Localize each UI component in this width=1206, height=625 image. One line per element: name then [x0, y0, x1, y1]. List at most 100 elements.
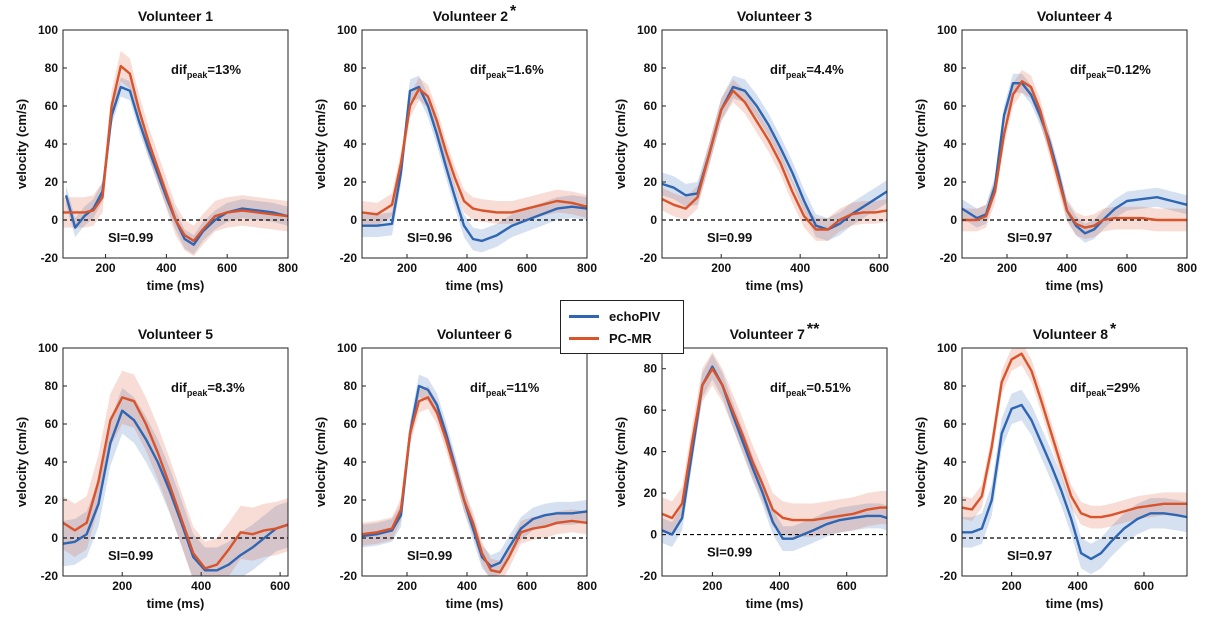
y-tick-label: 40	[644, 137, 658, 151]
chart-title: Volunteer 8 *	[1033, 321, 1117, 342]
chart-panel-3: -20 0 20 40 60 80 100 200 400 600 Volunteer 3 time …	[613, 8, 889, 293]
x-tick-label: 200	[96, 261, 116, 275]
series-line-pcmr	[63, 64, 288, 243]
y-tick-label: 60	[944, 99, 958, 113]
dif-label: dif	[770, 62, 787, 77]
x-axis-label: time (ms)	[147, 278, 205, 293]
chart-title-text: Volunteer 2	[433, 8, 508, 24]
plot-content	[362, 75, 587, 253]
chart-title-text: Volunteer 6	[437, 326, 512, 342]
y-tick-label: -20	[41, 569, 59, 583]
x-tick-label: 400	[1057, 261, 1077, 275]
x-tick-label: 600	[517, 261, 537, 275]
dif-value: =0.12%	[1106, 62, 1151, 77]
x-axis-label: time (ms)	[446, 278, 504, 293]
x-tick-label: 800	[577, 579, 597, 593]
x-tick-label: 400	[770, 579, 790, 593]
y-tick-label: 20	[344, 175, 358, 189]
chart-panel-8: -20 0 20 40 60 80 100 200 400 600 Volunteer 8 * time…	[913, 321, 1188, 611]
dif-peak-annotation: difpeak=8.3%	[171, 380, 245, 398]
y-axis-label: velocity (cm/s)	[313, 417, 328, 507]
dif-label: dif	[171, 62, 188, 77]
y-tick-label: 20	[644, 175, 658, 189]
x-axis-label: time (ms)	[147, 596, 205, 611]
legend-label-echopiv: echoPIV	[609, 308, 661, 324]
si-annotation: SI=0.99	[707, 545, 752, 560]
chart-panel-6: -20 0 20 40 60 80 100 200 400 600 800 Volunteer 6 ti…	[313, 326, 597, 611]
y-tick-label: 80	[944, 379, 958, 393]
y-tick-label: 0	[650, 528, 657, 542]
y-tick-label: 80	[944, 61, 958, 75]
series-line-pcmr	[362, 87, 587, 216]
y-tick-label: -20	[340, 251, 358, 265]
chart-title: Volunteer 6	[437, 326, 512, 342]
y-tick-label: 20	[944, 175, 958, 189]
x-tick-label: 600	[270, 579, 290, 593]
y-tick-label: 40	[45, 137, 59, 151]
chart-panel-7: -20 0 20 40 60 80 200 400 600 Volunteer 7 ** time (…	[613, 321, 888, 611]
y-tick-label: 60	[45, 99, 59, 113]
x-tick-label: 200	[711, 261, 731, 275]
plot-content	[63, 50, 288, 257]
y-tick-label: 100	[637, 23, 657, 37]
y-tick-label: -20	[340, 569, 358, 583]
band-echopiv	[962, 389, 1187, 575]
dif-peak-annotation: difpeak=4.4%	[770, 62, 844, 80]
x-tick-label: 800	[577, 261, 597, 275]
dif-subscript: peak	[486, 70, 508, 80]
band-pcmr	[662, 352, 887, 537]
y-tick-label: 80	[344, 61, 358, 75]
series-line-echopiv	[962, 403, 1187, 561]
dif-label: dif	[171, 380, 188, 395]
dif-subscript: peak	[486, 388, 508, 398]
chart-panel-1: -20 0 20 40 60 80 100 200 400 600 800 Volunteer 1 ti…	[14, 8, 298, 293]
y-tick-label: 0	[950, 531, 957, 545]
x-tick-label: 200	[112, 579, 132, 593]
legend-swatch-echopiv	[569, 314, 599, 318]
chart-title: Volunteer 3	[737, 8, 812, 24]
y-axis-label: velocity (cm/s)	[613, 417, 628, 507]
x-tick-label: 200	[997, 261, 1017, 275]
chart-panel-5: -20 0 20 40 60 80 100 200 400 600 Volunteer 5 time …	[14, 326, 290, 611]
y-tick-label: -20	[640, 569, 658, 583]
plot-content	[662, 352, 887, 552]
significance-marker: **	[807, 321, 820, 338]
y-tick-label: 100	[38, 23, 58, 37]
y-tick-label: -20	[41, 251, 59, 265]
y-tick-label: 0	[51, 213, 58, 227]
series-line-pcmr	[662, 89, 887, 231]
y-tick-label: 60	[344, 99, 358, 113]
significance-marker: *	[510, 3, 517, 20]
y-tick-label: 60	[644, 99, 658, 113]
y-tick-label: 80	[644, 362, 658, 376]
chart-title: Volunteer 2 *	[433, 3, 517, 24]
x-tick-label: 600	[1117, 261, 1137, 275]
chart-title-text: Volunteer 1	[138, 8, 213, 24]
y-tick-label: 60	[344, 417, 358, 431]
dif-peak-annotation: difpeak=11%	[470, 380, 540, 398]
dif-label: dif	[1070, 380, 1087, 395]
y-tick-label: 100	[337, 341, 357, 355]
chart-title-text: Volunteer 4	[1037, 8, 1112, 24]
y-tick-label: -20	[940, 569, 958, 583]
chart-panel-4: -20 0 20 40 60 80 100 200 400 600 800 Volunteer 4 ti…	[913, 8, 1197, 293]
legend: echoPIV PC-MR	[560, 300, 684, 354]
band-pcmr	[63, 50, 288, 257]
x-tick-label: 200	[397, 579, 417, 593]
dif-value: =4.4%	[806, 62, 844, 77]
dif-subscript: peak	[187, 388, 209, 398]
chart-title: Volunteer 5	[138, 326, 213, 342]
chart-title-text: Volunteer 3	[737, 8, 812, 24]
y-tick-label: 80	[644, 61, 658, 75]
si-annotation: SI=0.97	[1007, 548, 1052, 563]
band-echopiv	[362, 374, 587, 576]
dif-label: dif	[1070, 62, 1087, 77]
dif-label: dif	[470, 380, 487, 395]
y-tick-label: 100	[38, 341, 58, 355]
series-line-pcmr	[962, 352, 1187, 519]
y-tick-label: -20	[640, 251, 658, 265]
y-tick-label: 20	[944, 493, 958, 507]
dif-value: =29%	[1106, 380, 1140, 395]
x-tick-label: 200	[702, 579, 722, 593]
y-tick-label: 20	[45, 493, 59, 507]
